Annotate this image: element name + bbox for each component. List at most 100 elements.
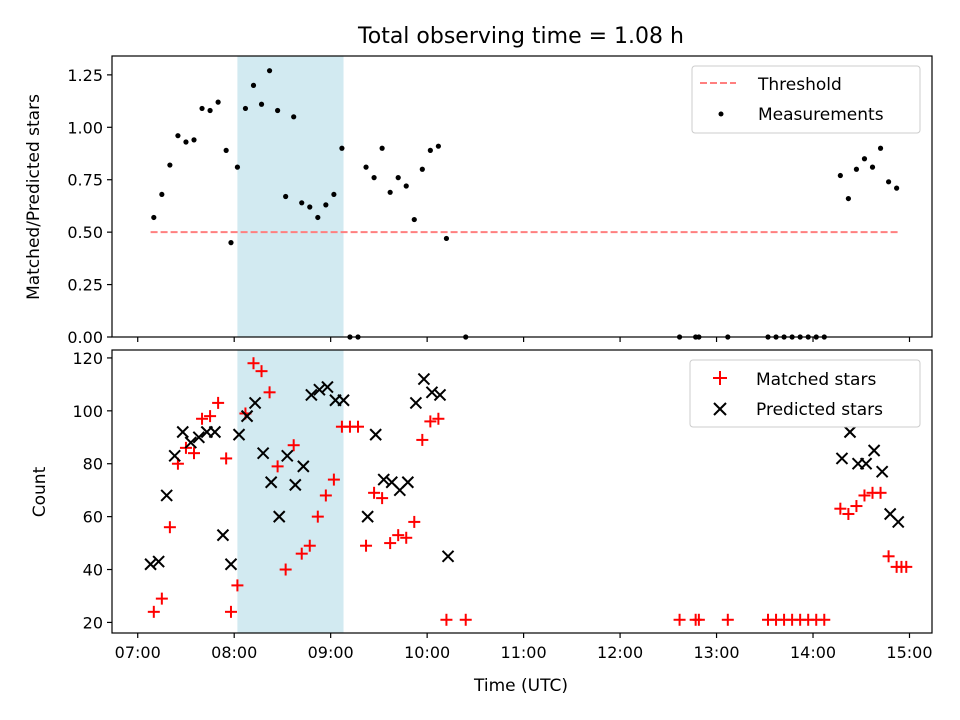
measurement-point — [331, 191, 337, 198]
predicted-marker-b — [369, 428, 382, 441]
predicted-star-marker — [248, 396, 262, 410]
predicted-marker-b — [256, 446, 270, 460]
predicted-star-marker — [843, 425, 857, 439]
predicted-marker-b — [417, 372, 431, 386]
predicted-star-marker — [313, 383, 326, 396]
measurement-point — [191, 137, 197, 143]
predicted-marker-b — [377, 473, 390, 486]
measurement-point — [339, 145, 345, 151]
predicted-star-marker — [892, 515, 905, 529]
predicted-star-marker — [305, 388, 318, 402]
matched-star-marker — [834, 502, 847, 515]
measurement-point — [885, 179, 892, 185]
y-tick-label: 120 — [72, 349, 103, 368]
predicted-star-marker — [859, 457, 873, 470]
matched-legend-swatch — [713, 371, 727, 385]
predicted-marker-b — [248, 396, 262, 410]
measurement-point — [323, 202, 329, 208]
measurement-point — [234, 164, 241, 170]
predicted-star-marker — [835, 452, 849, 465]
predicted-marker-b — [441, 550, 455, 563]
matched-star-marker — [279, 563, 292, 576]
matched-star-marker — [384, 537, 397, 550]
matched-star-marker — [692, 613, 705, 626]
measurement-point — [869, 164, 876, 170]
predicted-marker-b — [232, 428, 246, 441]
matched-star-marker — [392, 529, 405, 542]
measurement-point — [307, 204, 313, 210]
predicted-star-marker — [875, 465, 889, 478]
predicted-marker-b — [425, 386, 439, 399]
predicted-marker-b — [313, 383, 326, 396]
matched-star-marker — [212, 396, 225, 409]
predicted-marker-b — [305, 388, 318, 402]
matched-star-marker — [231, 579, 244, 592]
measurement-point — [291, 114, 297, 120]
count-y-axis-label: Count — [30, 466, 50, 517]
predicted-marker-b — [240, 409, 254, 423]
predicted-marker-b — [152, 555, 165, 568]
predicted-star-marker — [337, 394, 350, 407]
predicted-legend-swatch — [713, 402, 727, 416]
y-tick-label: 0.50 — [67, 223, 103, 242]
matched-star-marker — [882, 550, 895, 563]
predicted-star-marker — [425, 386, 439, 399]
measurement-point — [223, 147, 229, 153]
chart-title: Total observing time = 1.08 h — [357, 24, 684, 49]
matched-star-marker — [271, 460, 284, 473]
measurement-point — [877, 145, 884, 151]
predicted-marker-b — [892, 515, 905, 529]
x-tick-label: 14:00 — [790, 643, 836, 662]
predicted-star-marker — [361, 510, 374, 523]
predicted-star-marker — [401, 476, 415, 489]
matched-star-marker — [196, 412, 209, 425]
matched-star-marker — [263, 386, 276, 399]
x-tick-label: 13:00 — [693, 643, 739, 662]
matched-star-marker — [368, 486, 381, 499]
predicted-star-marker — [264, 476, 278, 489]
measurement-point — [861, 156, 868, 162]
y-tick-label: 1.25 — [67, 66, 103, 85]
predicted-marker-b — [337, 394, 350, 407]
matched-star-marker — [224, 605, 237, 618]
matched-star-marker — [673, 613, 686, 626]
predicted-star-marker — [224, 558, 238, 571]
predicted-marker-b — [875, 465, 889, 478]
measurement-point — [363, 164, 369, 170]
count-panel: 20 40 60 80 100 120 07:00 08:00 09:00 10:00 11:00… — [30, 349, 933, 696]
y-tick-label: 80 — [83, 455, 103, 474]
measurement-point — [853, 166, 860, 172]
matched-star-marker — [255, 365, 268, 378]
measurement-point — [275, 107, 281, 114]
predicted-star-marker — [232, 428, 246, 441]
predicted-star-marker — [441, 550, 455, 563]
measurement-point — [371, 175, 377, 181]
predicted-star-marker — [289, 478, 302, 492]
predicted-marker-b — [281, 449, 294, 463]
predicted-marker-b — [176, 425, 189, 439]
measurement-point — [159, 191, 165, 198]
matched-star-marker — [858, 489, 871, 502]
measurement-point — [228, 240, 234, 246]
y-tick-label: 60 — [83, 508, 103, 527]
ratio-panel: 0.00 0.25 0.50 0.75 1.00 1.25 Matched/Predict… — [24, 55, 933, 347]
predicted-marker-b — [160, 489, 173, 502]
matched-star-marker — [850, 500, 863, 513]
measurement-point — [419, 166, 425, 172]
predicted-marker-b — [401, 476, 415, 489]
matched-star-marker — [155, 592, 168, 605]
predicted-star-marker — [152, 555, 165, 568]
measurement-point — [387, 189, 393, 195]
predicted-star-marker — [192, 431, 206, 444]
predicted-star-marker — [409, 396, 423, 410]
predicted-marker-b — [867, 444, 881, 457]
predicted-marker-b — [297, 460, 310, 473]
matched-star-marker — [408, 515, 421, 528]
threshold-legend-label: Threshold — [757, 75, 842, 95]
measurement-point — [242, 105, 249, 112]
measurement-point — [266, 68, 273, 74]
matched-star-marker — [352, 420, 364, 433]
measurement-point — [207, 107, 213, 114]
matched-star-marker — [247, 357, 260, 370]
